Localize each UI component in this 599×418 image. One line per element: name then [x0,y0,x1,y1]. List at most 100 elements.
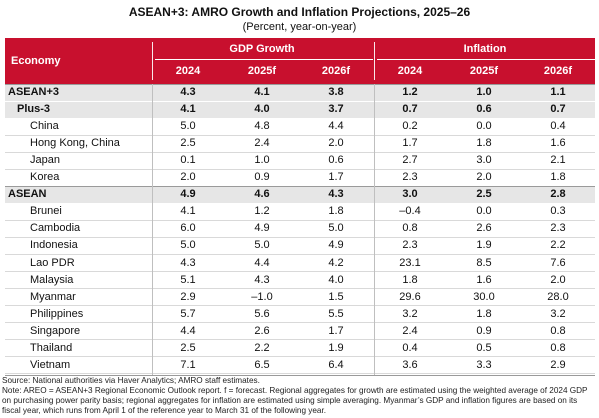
row-value-cell: 0.8 [402,222,418,235]
row-value-cell: 4.9 [328,239,344,252]
row-value-cell: 5.0 [254,239,270,252]
row-value-cell: 1.8 [476,137,492,150]
table-row: Hong Kong, China 2.5 2.4 2.0 1.7 1.8 1.6 [5,136,595,153]
projections-table: Economy GDP Growth Inflation 2024 2025f … [5,38,595,376]
row-value-cell: 1.0 [254,154,270,167]
row-value-cell: 1.5 [328,290,344,303]
row-value-cell: 3.7 [328,103,344,116]
row-value-cell: 5.0 [180,120,196,133]
row-value-cell: 0.2 [402,120,418,133]
row-value-cell: 0.4 [550,120,566,133]
row-value-cell: 2.6 [254,324,270,337]
source-note: Source: National authorities via Haver A… [2,376,260,385]
row-value-cell: 0.5 [476,341,492,354]
table-notes: Source: National authorities via Haver A… [2,376,598,416]
row-value-cell: 0.9 [254,171,270,184]
row-economy-name: Korea [30,171,60,184]
row-value-cell: 2.5 [180,137,196,150]
row-value-cell: 4.6 [254,188,270,201]
row-value-cell: 2.4 [402,324,418,337]
row-value-cell: 0.6 [476,103,492,116]
row-value-cell: 4.3 [254,273,270,286]
row-value-cell: –0.4 [399,205,421,218]
header-gdp-growth: GDP Growth [229,43,295,55]
header-year-infl-2024: 2024 [397,65,423,77]
row-value-cell: 1.7 [328,324,344,337]
row-value-cell: 2.4 [254,137,270,150]
row-value-cell: 2.5 [180,341,196,354]
row-value-cell: 1.9 [476,239,492,252]
header-inflation: Inflation [463,43,507,55]
table-row: Philippines 5.7 5.6 5.5 3.2 1.8 3.2 [5,307,595,324]
row-value-cell: 5.0 [180,239,196,252]
table-row: Vietnam 7.1 6.5 6.4 3.6 3.3 2.9 [5,358,595,375]
header-year-infl-2026f: 2026f [543,65,573,77]
row-value-cell: 1.0 [476,86,492,98]
row-value-cell: 2.0 [476,171,492,184]
table-row: Brunei 4.1 1.2 1.8 –0.4 0.0 0.3 [5,204,595,221]
header-economy: Economy [11,55,61,67]
row-value-cell: 29.6 [399,290,421,303]
row-economy-name: Cambodia [30,222,81,235]
table-row: Plus-3 4.1 4.0 3.7 0.7 0.6 0.7 [5,102,595,118]
row-value-cell: 1.7 [328,171,344,184]
row-value-cell: 4.8 [254,120,270,133]
row-value-cell: 2.7 [402,154,418,167]
row-value-cell: 2.2 [550,239,566,252]
row-value-cell: 2.9 [180,290,196,303]
row-value-cell: 1.6 [476,273,492,286]
table-row: Singapore 4.4 2.6 1.7 2.4 0.9 0.8 [5,324,595,341]
row-economy-name: Plus-3 [17,103,51,116]
table-row: Cambodia 6.0 4.9 5.0 0.8 2.6 2.3 [5,221,595,238]
table-row: Lao PDR 4.3 4.4 4.2 23.1 8.5 7.6 [5,256,595,273]
row-value-cell: 2.8 [550,188,566,201]
row-value-cell: 3.0 [402,188,418,201]
table-row: ASEAN+3 4.3 4.1 3.8 1.2 1.0 1.1 [5,85,595,101]
row-value-cell: 1.8 [550,171,566,184]
row-economy-name: Vietnam [30,358,71,371]
row-value-cell: 0.1 [180,154,196,167]
row-value-cell: 1.8 [328,205,344,218]
row-value-cell: 3.2 [550,307,566,320]
row-value-cell: 5.7 [180,307,196,320]
row-economy-name: Malaysia [30,273,74,286]
row-value-cell: 7.1 [180,358,196,371]
header-year-gdp-2026f: 2026f [321,65,351,77]
row-value-cell: 2.2 [254,341,270,354]
row-value-cell: 4.9 [254,222,270,235]
row-value-cell: 1.9 [328,341,344,354]
header-year-infl-2025f: 2025f [469,65,499,77]
group-divider [5,84,595,85]
table-row: Korea 2.0 0.9 1.7 2.3 2.0 1.8 [5,170,595,187]
row-economy-name: Philippines [30,307,84,320]
row-value-cell: 4.3 [180,86,196,98]
table-row: Myanmar 2.9 –1.0 1.5 29.6 30.0 28.0 [5,290,595,307]
row-economy-name: ASEAN [8,188,47,201]
table-row: ASEAN 4.9 4.6 4.3 3.0 2.5 2.8 [5,187,595,203]
table-row: China 5.0 4.8 4.4 0.2 0.0 0.4 [5,119,595,136]
row-value-cell: 1.8 [476,307,492,320]
row-economy-name: Singapore [30,324,81,337]
row-value-cell: 3.8 [328,86,344,98]
table-header: Economy GDP Growth Inflation 2024 2025f … [5,38,595,84]
row-value-cell: 1.8 [402,273,418,286]
row-value-cell: 23.1 [399,256,421,269]
row-value-cell: 30.0 [473,290,495,303]
table-row: Thailand 2.5 2.2 1.9 0.4 0.5 0.8 [5,341,595,358]
row-value-cell: 2.0 [180,171,196,184]
row-value-cell: 1.2 [254,205,270,218]
row-value-cell: 3.0 [476,154,492,167]
row-value-cell: 2.1 [550,154,566,167]
group-divider [5,186,595,188]
row-value-cell: 2.3 [402,239,418,252]
row-economy-name: Brunei [30,205,62,218]
row-value-cell: 3.6 [402,358,418,371]
row-economy-name: Lao PDR [30,256,75,269]
row-value-cell: –1.0 [251,290,273,303]
row-value-cell: 1.6 [550,137,566,150]
row-value-cell: 6.0 [180,222,196,235]
row-value-cell: 0.7 [402,103,418,116]
row-value-cell: 3.2 [402,307,418,320]
row-value-cell: 0.8 [550,341,566,354]
row-value-cell: 1.1 [550,86,566,98]
